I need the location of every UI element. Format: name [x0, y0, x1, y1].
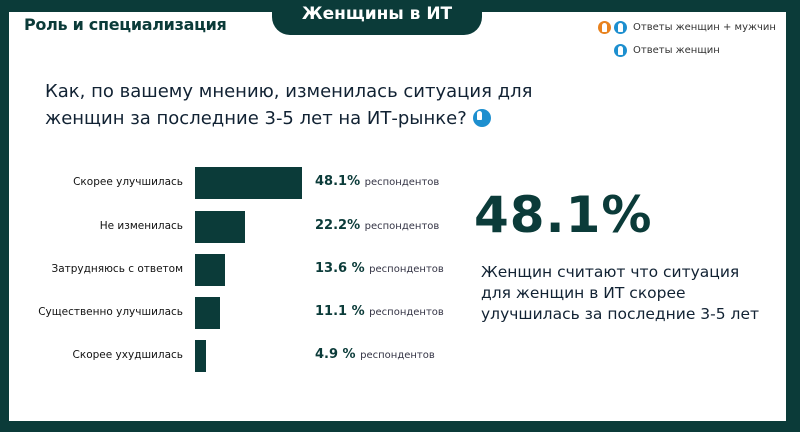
- woman-icon: [614, 44, 627, 57]
- question-line: Как, по вашему мнению, изменилась ситуац…: [45, 81, 533, 102]
- category-label: Существенно улучшилась: [38, 306, 183, 318]
- highlight-text: Женщин считают что ситуация для женщин в…: [481, 263, 760, 323]
- bar: [195, 340, 206, 372]
- question: Как, по вашему мнению, изменилась ситуац…: [45, 78, 532, 132]
- value-label: 4.9 % респондентов: [315, 347, 435, 362]
- unit-label: респондентов: [364, 177, 440, 188]
- value-text: 48.1%: [315, 174, 361, 189]
- woman-icon: [598, 21, 611, 34]
- bar: [195, 167, 303, 199]
- legend-label: Ответы женщин + мужчин: [633, 22, 776, 33]
- man-icon: [614, 21, 627, 34]
- category-label: Не изменилась: [99, 220, 183, 232]
- value-text: 13.6 %: [315, 261, 365, 276]
- value-text: 11.1 %: [315, 304, 365, 319]
- page-title-tab: Женщины в ИТ: [272, 0, 482, 35]
- content-panel: [9, 12, 786, 421]
- question-text: женщин за последние 3-5 лет на ИТ-рынке?: [45, 108, 467, 129]
- legend-label: Ответы женщин: [633, 45, 720, 56]
- unit-label: респондентов: [360, 350, 435, 361]
- legend-item-women: Ответы женщин: [614, 44, 720, 57]
- unit-label: респондентов: [364, 221, 440, 232]
- unit-label: респондентов: [369, 264, 444, 275]
- value-label: 11.1 % респондентов: [315, 304, 444, 319]
- woman-icon: [472, 109, 491, 127]
- bar: [195, 211, 245, 243]
- value-label: 48.1% респондентов: [315, 174, 439, 189]
- value-text: 22.2%: [315, 218, 361, 233]
- section-title: Роль и специализация: [24, 15, 227, 34]
- question-line: женщин за последние 3-5 лет на ИТ-рынке?: [45, 105, 532, 132]
- highlight-value: 48.1%: [474, 186, 653, 244]
- category-label: Затрудняюсь с ответом: [51, 263, 183, 275]
- legend-item-all: Ответы женщин + мужчин: [598, 21, 776, 34]
- unit-label: респондентов: [369, 307, 444, 318]
- bar: [195, 297, 220, 329]
- value-label: 13.6 % респондентов: [315, 261, 444, 276]
- bar: [195, 254, 226, 286]
- category-label: Скорее ухудшилась: [72, 349, 183, 361]
- category-label: Скорее улучшилась: [73, 176, 183, 188]
- value-text: 4.9 %: [315, 347, 356, 362]
- value-label: 22.2% респондентов: [315, 218, 439, 233]
